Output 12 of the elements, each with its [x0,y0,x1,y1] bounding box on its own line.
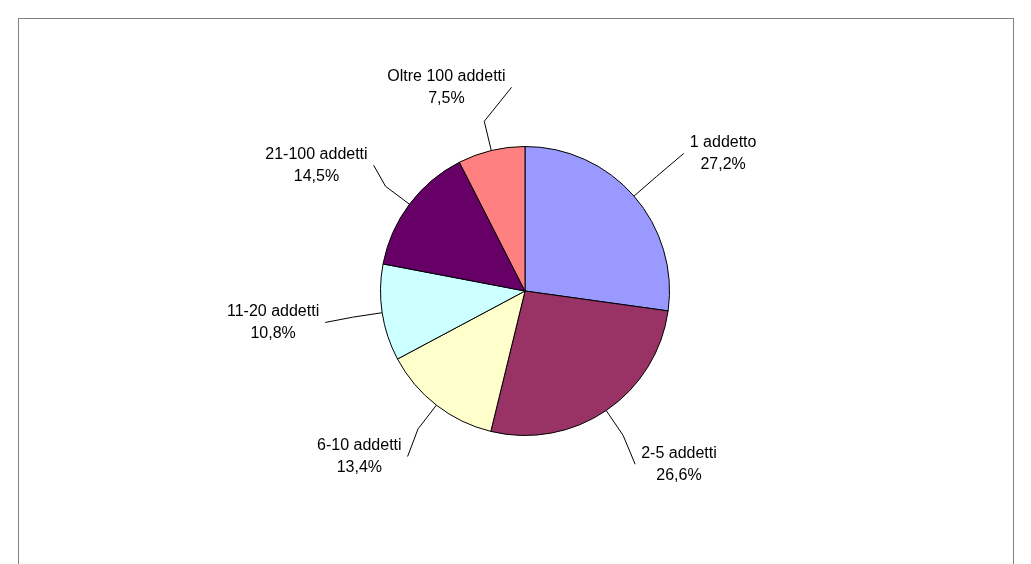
data-label: 10,8% [250,323,296,341]
slice-label: 6-10 addetti [317,435,402,453]
data-label: 14,5% [293,166,340,184]
slice-label: Oltre 100 addetti [387,66,506,84]
slice-label: 2-5 addetti [641,443,717,461]
slice-label: 11-20 addetti [227,301,320,319]
slice-label: 1 addetto [689,132,757,150]
data-label: 27,2% [700,154,746,172]
data-label: 7,5% [428,88,465,106]
slice-label: 21-100 addetti [265,144,368,162]
data-label: 26,6% [656,465,702,483]
data-label: 13,4% [336,457,383,475]
